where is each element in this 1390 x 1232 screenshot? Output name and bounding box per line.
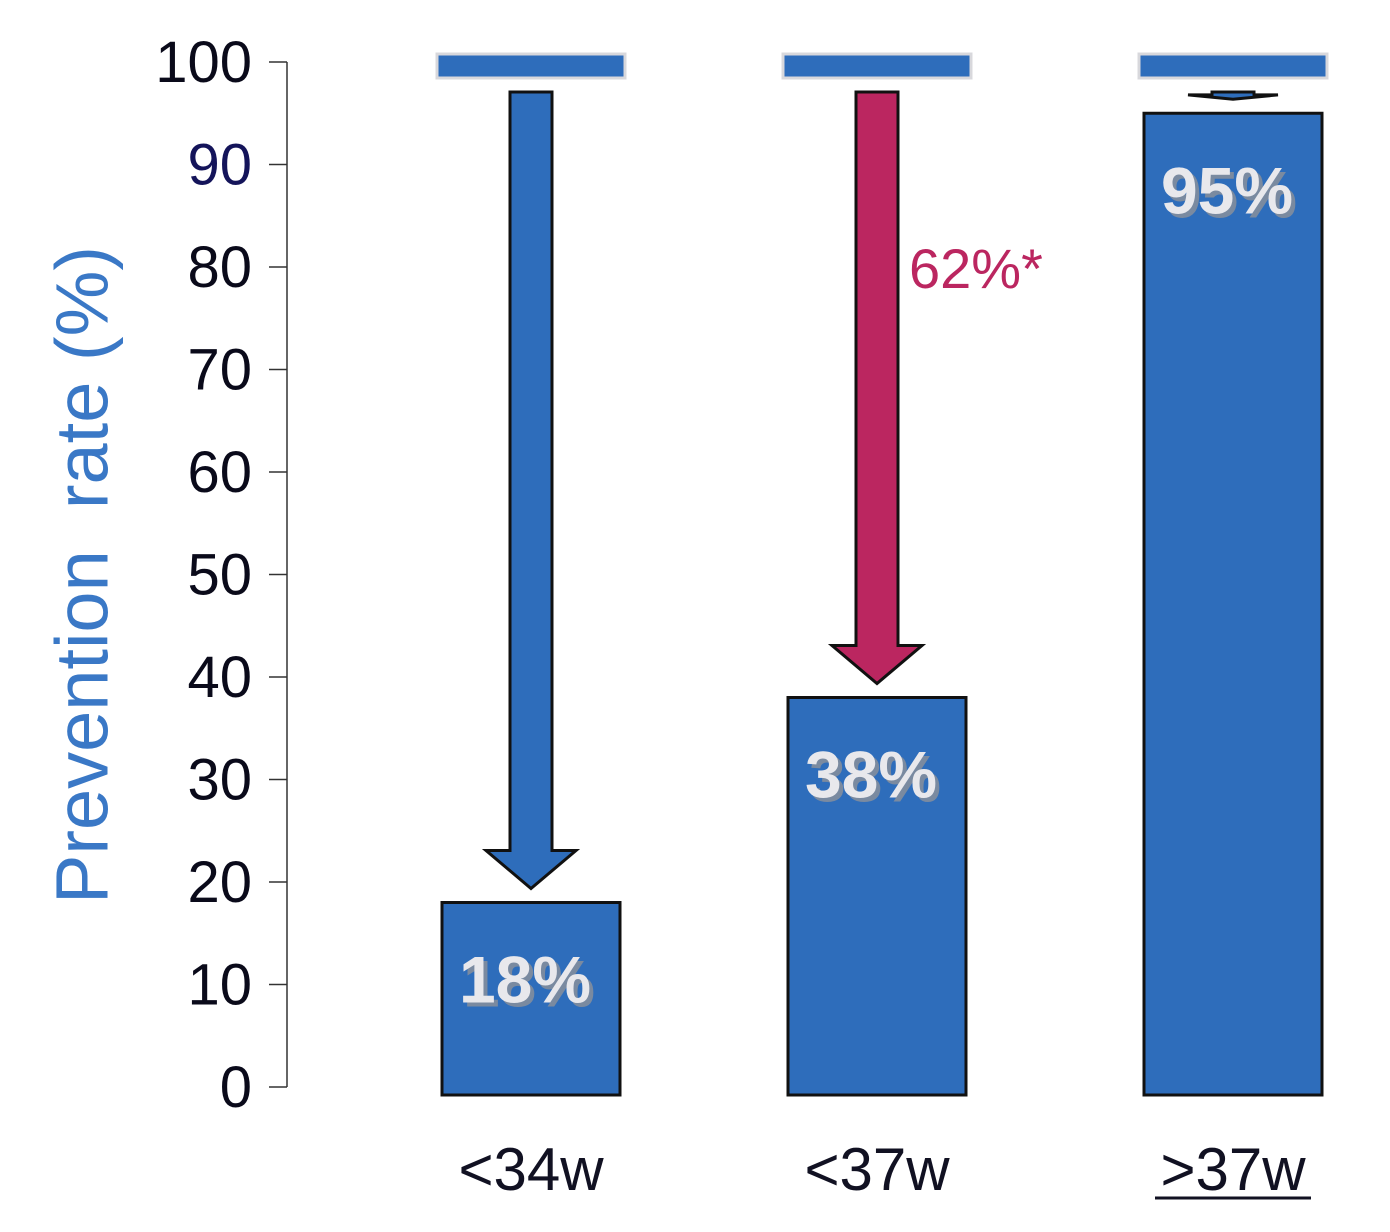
bar-value-label-shadow: 95% [1165,157,1297,231]
annotations: 62%* [909,237,1043,300]
bars [440,111,1324,1097]
x-category-label: <37w [804,1136,950,1203]
y-tick-label: 80 [187,235,252,300]
reduction-annotation: 62%* [909,237,1043,300]
y-axis-label: Prevention rate (%) [41,246,124,904]
y-tick-label: 30 [187,748,252,813]
y-tick-label: 10 [187,953,252,1018]
reduction-arrow [481,90,581,891]
bar [1142,111,1324,1097]
y-tick-label: 40 [187,645,252,710]
y-axis-ticks: 0 10 20 30 40 50 60 70 80 90 100 [155,30,287,1120]
y-tick-label: 70 [187,338,252,403]
bar-value-labels: 18%18% 38%38% 95%95% [459,153,1297,1020]
reduction-arrows [481,90,1279,891]
category-labels: <34w <37w >37w [458,1136,1311,1203]
y-tick-label: 100 [155,30,252,95]
x-category-label: >37w [1160,1136,1306,1203]
bar-value-label-shadow: 18% [463,947,595,1021]
reference-bar [1137,52,1329,80]
y-tick-label: 90 [187,133,252,198]
bar-value-label: 38% [805,738,937,812]
reduction-arrow [1187,90,1279,101]
reference-bar [435,52,627,80]
bar-value-label: 18% [459,943,591,1017]
y-tick-label: 60 [187,440,252,505]
y-tick-label: 20 [187,850,252,915]
bar-value-label: 95% [1161,153,1293,227]
bar [440,901,622,1097]
reduction-arrow [827,90,927,686]
reference-lines [435,52,1329,80]
bar-value-label-shadow: 38% [809,742,941,816]
x-category-label: <34w [458,1136,604,1203]
y-tick-label: 50 [187,543,252,608]
y-tick-label: 0 [220,1055,252,1120]
reference-bar [781,52,973,80]
bar [786,696,968,1097]
